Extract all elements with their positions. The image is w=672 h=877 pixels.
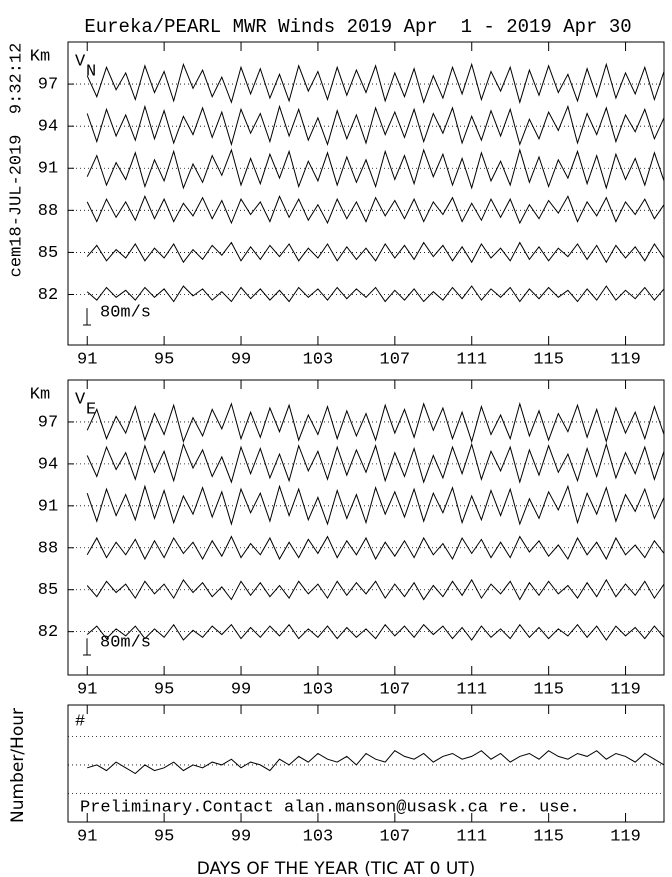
x-tick-label: 95 bbox=[154, 680, 174, 699]
x-tick-label: 119 bbox=[610, 350, 641, 369]
trace bbox=[86, 442, 665, 484]
trace bbox=[86, 62, 665, 105]
panel-label: V bbox=[75, 52, 86, 71]
run-stamp: cem18-JUL-2019 9:32:12 bbox=[7, 43, 26, 278]
x-tick-label: 111 bbox=[456, 827, 487, 846]
x-tick-label: 91 bbox=[77, 827, 97, 846]
y-tick-label: 97 bbox=[38, 413, 58, 432]
y-tick-label: 97 bbox=[38, 76, 58, 95]
trace bbox=[86, 623, 665, 641]
y-tick-label: 88 bbox=[38, 202, 58, 221]
x-tick-label: 95 bbox=[154, 350, 174, 369]
panel-label: V bbox=[75, 390, 86, 409]
x-tick-label: 119 bbox=[610, 680, 641, 699]
x-tick-label: 91 bbox=[77, 680, 97, 699]
plot-frame bbox=[67, 41, 665, 346]
y-tick-label: 94 bbox=[38, 455, 58, 474]
trace bbox=[87, 750, 665, 775]
trace bbox=[86, 578, 665, 601]
plot-frame bbox=[67, 704, 665, 823]
trace bbox=[86, 148, 665, 190]
x-tick-label: 103 bbox=[303, 350, 334, 369]
y-tick-label: 88 bbox=[38, 539, 58, 558]
x-tick-label: 107 bbox=[380, 827, 411, 846]
trace bbox=[86, 285, 665, 303]
trace bbox=[86, 535, 665, 561]
y-tick-label: 85 bbox=[38, 581, 58, 600]
x-tick-label: 103 bbox=[303, 680, 334, 699]
trace bbox=[86, 104, 665, 147]
trace bbox=[86, 401, 665, 444]
trace bbox=[86, 484, 665, 526]
scale-bar-label: 80m/s bbox=[100, 303, 151, 322]
chart-title: Eureka/PEARL MWR Winds 2019 Apr 1 - 2019… bbox=[84, 16, 631, 38]
panel-label: # bbox=[75, 712, 85, 731]
x-tick-label: 99 bbox=[231, 680, 251, 699]
y-tick-label: 82 bbox=[38, 286, 58, 305]
x-tick-label: 119 bbox=[610, 827, 641, 846]
x-tick-label: 91 bbox=[77, 350, 97, 369]
x-tick-label: 103 bbox=[303, 827, 334, 846]
panel-label-sub: N bbox=[86, 62, 96, 81]
note: Preliminary.Contact alan.manson@usask.ca… bbox=[80, 798, 580, 817]
plot-frame bbox=[67, 379, 665, 676]
x-axis-label: DAYS OF THE YEAR (TIC AT 0 UT) bbox=[197, 859, 476, 877]
y-tick-label: 91 bbox=[38, 160, 58, 179]
y-axis-label: Km bbox=[30, 385, 50, 404]
x-tick-label: 115 bbox=[533, 350, 564, 369]
panel-label-sub: E bbox=[86, 400, 96, 419]
x-tick-label: 115 bbox=[533, 680, 564, 699]
y-axis-label: Km bbox=[30, 47, 50, 66]
y-tick-label: 82 bbox=[38, 623, 58, 642]
x-tick-label: 107 bbox=[380, 680, 411, 699]
trace bbox=[86, 194, 665, 225]
trace bbox=[86, 241, 665, 264]
y-axis-label: Number/Hour bbox=[8, 708, 28, 823]
x-tick-label: 115 bbox=[533, 827, 564, 846]
y-tick-label: 85 bbox=[38, 244, 58, 263]
x-tick-label: 107 bbox=[380, 350, 411, 369]
y-tick-label: 91 bbox=[38, 497, 58, 516]
y-tick-label: 94 bbox=[38, 118, 58, 137]
x-tick-label: 111 bbox=[456, 350, 487, 369]
x-tick-label: 99 bbox=[231, 350, 251, 369]
x-tick-label: 95 bbox=[154, 827, 174, 846]
x-tick-label: 111 bbox=[456, 680, 487, 699]
x-tick-label: 99 bbox=[231, 827, 251, 846]
scale-bar-label: 80m/s bbox=[100, 633, 151, 652]
